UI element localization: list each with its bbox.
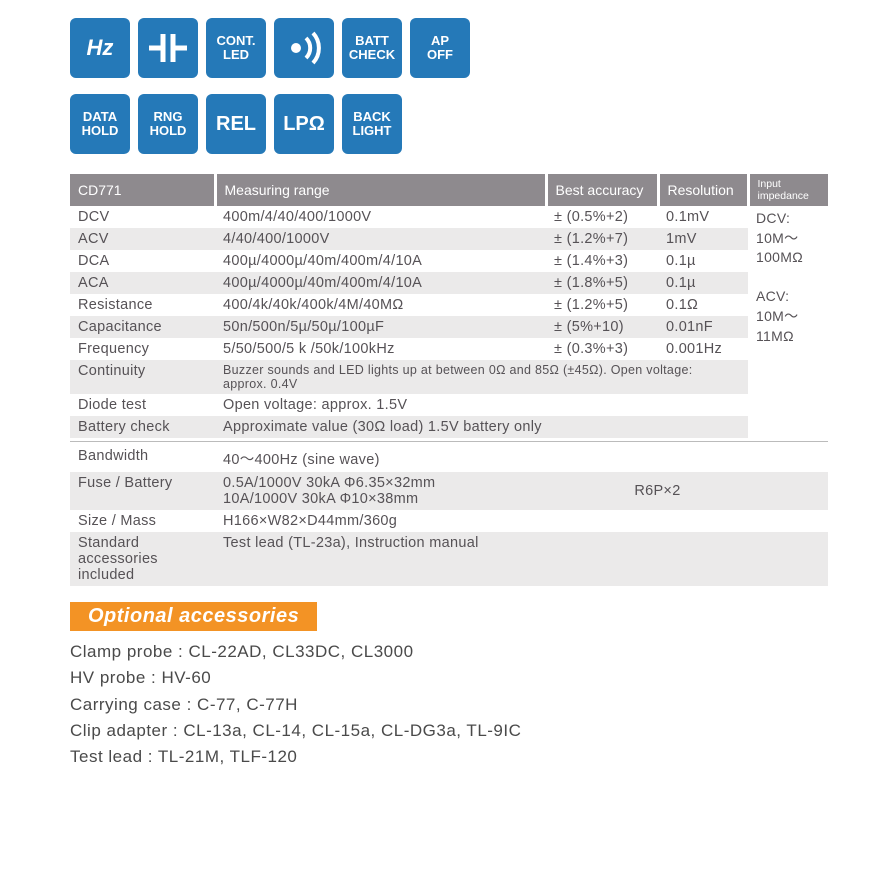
spec-cell: ± (0.3%+3) — [546, 338, 658, 360]
spec-cell: Buzzer sounds and LED lights up at betwe… — [215, 360, 748, 394]
lower-cell: Standard accessories included — [70, 532, 215, 586]
spec-cell: DCA — [70, 250, 215, 272]
spec-cell: 400µ/4000µ/40m/400m/4/10A — [215, 250, 546, 272]
spec-cell: 50n/500n/5µ/50µ/100µF — [215, 316, 546, 338]
spec-table: CD771Measuring rangeBest accuracyResolut… — [70, 174, 828, 438]
col-header: Resolution — [658, 174, 748, 206]
spec-cell: 400µ/4000µ/40m/400m/4/10A — [215, 272, 546, 294]
spec-cell: ± (0.5%+2) — [546, 206, 658, 228]
spec-cell: Approximate value (30Ω load) 1.5V batter… — [215, 416, 748, 438]
spec-cell: Diode test — [70, 394, 215, 416]
spec-cell: 400/4k/40k/400k/4M/40MΩ — [215, 294, 546, 316]
lower-cell: Test lead (TL-23a), Instruction manual — [215, 532, 828, 586]
feature-back-icon: BACKLIGHT — [342, 94, 402, 154]
lower-cell: 0.5A/1000V 30kA Φ6.35×32mm 10A/1000V 30k… — [215, 472, 626, 510]
lower-cell: R6P×2 — [626, 472, 828, 510]
feature-batt-icon: BATTCHECK — [342, 18, 402, 78]
lower-table: Bandwidth40～400Hz (sine wave)Fuse / Batt… — [70, 445, 828, 586]
feature-apoff-icon: APOFF — [410, 18, 470, 78]
feature-sound-icon — [274, 18, 334, 78]
feature-cap-icon — [138, 18, 198, 78]
lower-cell: H166×W82×D44mm/360g — [215, 510, 828, 532]
lower-cell: Size / Mass — [70, 510, 215, 532]
spec-cell: ± (1.2%+5) — [546, 294, 658, 316]
optional-item: Clamp probe : CL-22AD, CL33DC, CL3000 — [70, 639, 828, 665]
spec-cell: Continuity — [70, 360, 215, 394]
separator — [70, 441, 828, 442]
feature-data-icon: DATAHOLD — [70, 94, 130, 154]
spec-cell: ± (1.2%+7) — [546, 228, 658, 250]
spec-cell: 4/40/400/1000V — [215, 228, 546, 250]
spec-cell: 1mV — [658, 228, 748, 250]
spec-cell: ± (1.8%+5) — [546, 272, 658, 294]
optional-item: Clip adapter : CL-13a, CL-14, CL-15a, CL… — [70, 718, 828, 744]
spec-cell: Resistance — [70, 294, 215, 316]
impedance-cell: DCV: 10M～ 100MΩ ACV: 10M～ 11MΩ — [748, 206, 828, 438]
feature-rel-icon: REL — [206, 94, 266, 154]
spec-cell: ACV — [70, 228, 215, 250]
lower-cell: 40～400Hz (sine wave) — [215, 445, 828, 472]
feature-rng-icon: RNGHOLD — [138, 94, 198, 154]
feature-lpohm-icon: LPΩ — [274, 94, 334, 154]
spec-cell: 0.1µ — [658, 272, 748, 294]
col-header: Input impedance — [748, 174, 828, 206]
optional-item: HV probe : HV-60 — [70, 665, 828, 691]
spec-cell: 400m/4/40/400/1000V — [215, 206, 546, 228]
spec-cell: 0.1mV — [658, 206, 748, 228]
spec-cell: 0.01nF — [658, 316, 748, 338]
optional-item: Carrying case : C-77, C-77H — [70, 692, 828, 718]
spec-cell: Frequency — [70, 338, 215, 360]
lower-cell: Bandwidth — [70, 445, 215, 472]
feature-contled-icon: CONT.LED — [206, 18, 266, 78]
spec-cell: 0.1Ω — [658, 294, 748, 316]
feature-icons: Hz CONT.LED BATTCHECKAPOFF DATAHOLDRNGHOLDR… — [70, 18, 828, 154]
lower-cell: Fuse / Battery — [70, 472, 215, 510]
spec-cell: Open voltage: approx. 1.5V — [215, 394, 748, 416]
spec-cell: 0.001Hz — [658, 338, 748, 360]
feature-hz-icon: Hz — [70, 18, 130, 78]
spec-cell: ACA — [70, 272, 215, 294]
col-header: CD771 — [70, 174, 215, 206]
spec-cell: 5/50/500/5 k /50k/100kHz — [215, 338, 546, 360]
optional-item: Test lead : TL-21M, TLF-120 — [70, 744, 828, 770]
spec-cell: Capacitance — [70, 316, 215, 338]
spec-cell: Battery check — [70, 416, 215, 438]
optional-header: Optional accessories — [70, 602, 317, 631]
spec-cell: ± (5%+10) — [546, 316, 658, 338]
spec-cell: ± (1.4%+3) — [546, 250, 658, 272]
spec-cell: 0.1µ — [658, 250, 748, 272]
col-header: Measuring range — [215, 174, 546, 206]
spec-cell: DCV — [70, 206, 215, 228]
optional-list: Clamp probe : CL-22AD, CL33DC, CL3000HV … — [70, 639, 828, 771]
col-header: Best accuracy — [546, 174, 658, 206]
